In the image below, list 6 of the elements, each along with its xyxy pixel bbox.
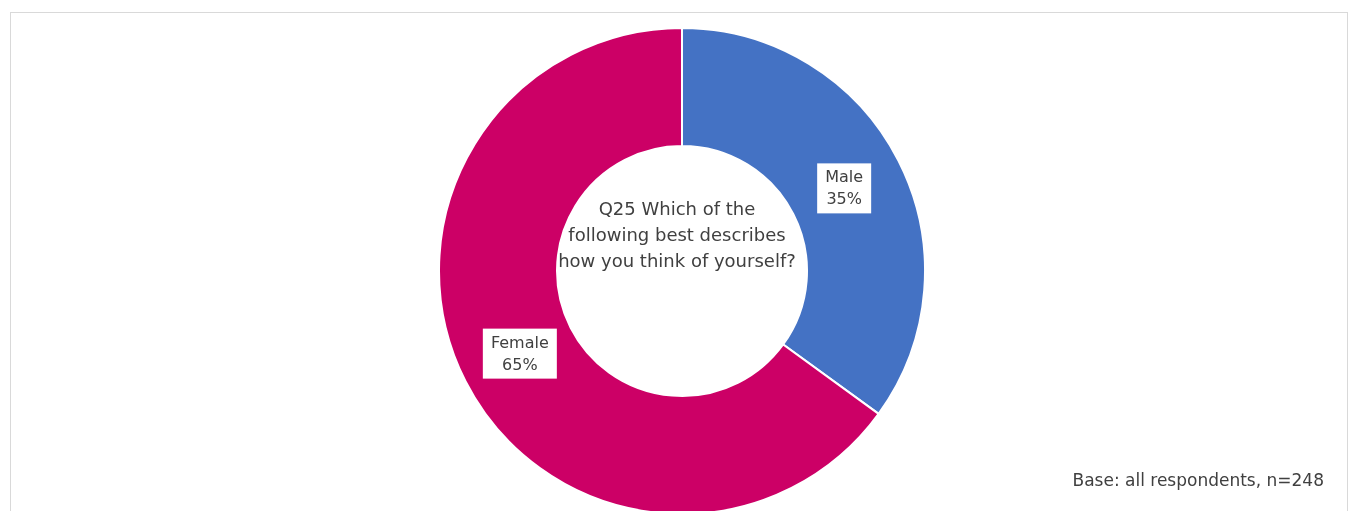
data-label: 65% xyxy=(502,354,538,374)
slice-label: Female xyxy=(490,332,549,352)
text: Base: all respondents, n=248 xyxy=(1072,470,1324,490)
slice-label: Male xyxy=(825,167,864,187)
text: Q25 Which of the following best describes how you think of yourself? xyxy=(557,197,797,273)
data-label: 35% xyxy=(826,189,862,209)
